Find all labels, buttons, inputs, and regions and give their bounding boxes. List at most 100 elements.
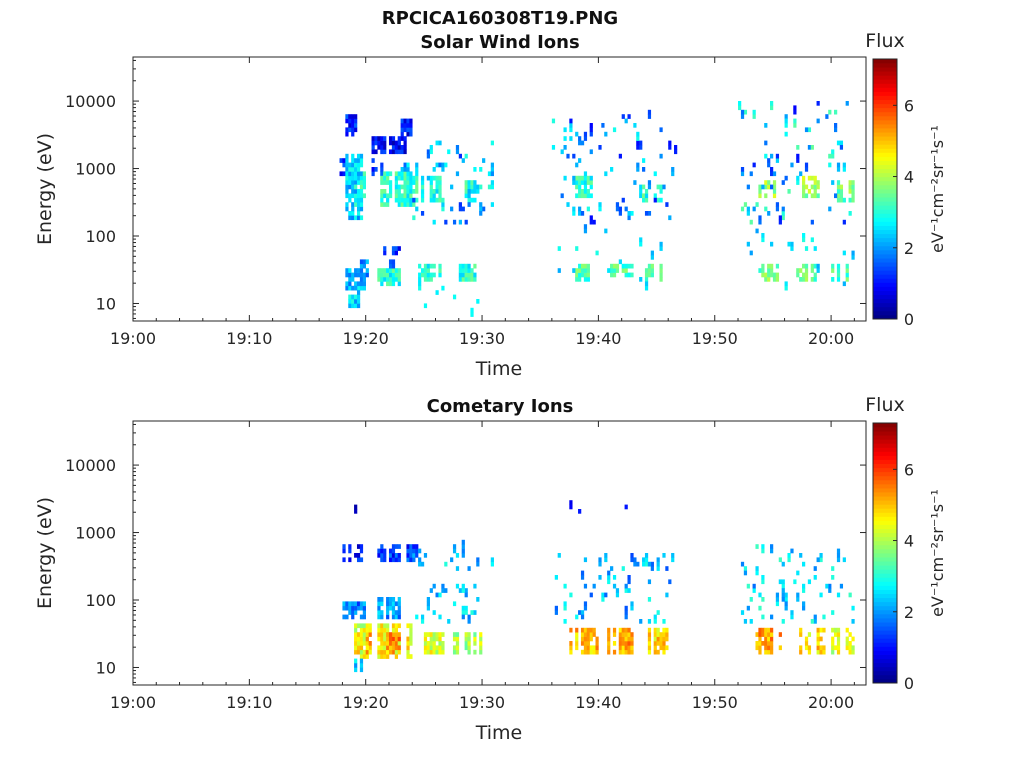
spectrogram-cell (418, 557, 422, 563)
spectrogram-cell (351, 202, 355, 207)
spectrogram-cell (610, 263, 614, 269)
spectrogram-cell (406, 544, 410, 549)
spectrogram-cell (627, 114, 631, 119)
spectrogram-cell (368, 632, 372, 637)
spectrogram-cell (752, 583, 756, 589)
spectrogram-cell (767, 180, 771, 185)
spectrogram-cell (464, 272, 468, 278)
colorbar-band (873, 638, 897, 643)
spectrogram-cell (845, 277, 849, 282)
spectrogram-cell (426, 263, 430, 269)
spectrogram-cell (589, 592, 593, 598)
spectrogram-cell (836, 268, 841, 273)
spectrogram-cell (345, 206, 349, 212)
spectrogram-cell (819, 592, 823, 598)
colorbar-band (873, 650, 897, 655)
spectrogram-cell (580, 636, 585, 642)
colorbar-band (873, 670, 897, 676)
spectrogram-cell (441, 197, 445, 203)
spectrogram-cell (383, 149, 387, 155)
spectrogram-cell (819, 636, 823, 642)
colorbar-band (873, 294, 897, 300)
spectrogram-cell (560, 149, 564, 155)
spectrogram-cell (612, 649, 617, 655)
spectrogram-cell (636, 140, 640, 146)
spectrogram-cell (452, 294, 457, 300)
x-tick-label: 20:00 (808, 693, 854, 712)
spectrogram-cell (804, 127, 809, 133)
spectrogram-cell (438, 175, 442, 181)
spectrogram-cell (467, 649, 471, 655)
y-tick-label: 1000 (75, 524, 116, 543)
spectrogram-cell (461, 277, 465, 282)
spectrogram-cell (583, 645, 588, 651)
spectrogram-cell (394, 277, 398, 282)
spectrogram-cell (659, 268, 663, 273)
spectrogram-cell (388, 189, 393, 194)
spectrogram-cell (479, 636, 483, 642)
spectrogram-cell (354, 184, 358, 190)
spectrogram-cell (348, 215, 352, 221)
spectrogram-cell (601, 597, 605, 602)
spectrogram-cell (354, 281, 358, 287)
spectrogram-cell (429, 197, 433, 203)
colorbar-band (873, 451, 897, 456)
spectrogram-cell (487, 171, 492, 177)
spectrogram-cell (394, 272, 398, 278)
spectrogram-cell (359, 667, 364, 673)
spectrogram-cell (461, 614, 465, 620)
spectrogram-cell (380, 601, 384, 607)
spectrogram-cell (380, 189, 384, 194)
colorbar-band (873, 427, 897, 432)
spectrogram-cell (767, 636, 771, 642)
spectrogram-cell (627, 645, 631, 651)
colorbar-band (873, 443, 897, 448)
spectrogram-cell (775, 601, 780, 607)
spectrogram-cell (403, 193, 407, 199)
spectrogram-cell (810, 145, 814, 150)
spectrogram-cell (380, 145, 384, 150)
spectrogram-cell (444, 162, 448, 168)
spectrogram-cell (383, 641, 387, 646)
spectrogram-cell (438, 592, 442, 598)
spectrogram-cell (589, 636, 593, 642)
spectrogram-cell (799, 277, 803, 282)
spectrogram-cell (749, 219, 753, 225)
spectrogram-cell (432, 263, 436, 269)
spectrogram-cell (656, 641, 660, 646)
spectrogram-cell (656, 627, 660, 633)
spectrogram-cell (429, 184, 433, 190)
spectrogram-cell (589, 645, 593, 651)
spectrogram-cell (435, 649, 439, 655)
spectrogram-cell (813, 575, 817, 580)
spectrogram-cell (354, 118, 358, 124)
spectrogram-cell (345, 272, 349, 278)
spectrogram-cell (429, 641, 433, 646)
spectrogram-cell (647, 645, 652, 651)
spectrogram-cell (356, 180, 361, 185)
spectrogram-cell (813, 614, 817, 620)
spectrogram-cell (391, 548, 396, 554)
spectrogram-cell (618, 206, 622, 212)
spectrogram-cell (482, 206, 486, 212)
spectrogram-cell (470, 610, 474, 615)
spectrogram-cell (580, 272, 585, 278)
colorbar-band (873, 524, 897, 530)
spectrogram-cell (359, 605, 364, 611)
spectrogram-cell (467, 184, 471, 190)
spectrogram-cell (377, 140, 381, 146)
spectrogram-cell (391, 641, 396, 646)
spectrogram-cell (359, 175, 364, 181)
colorbar-band (873, 500, 897, 505)
spectrogram-cell (845, 627, 849, 633)
spectrogram-cell (362, 263, 366, 269)
spectrogram-cell (356, 167, 361, 172)
spectrogram-cell (758, 592, 762, 598)
spectrogram-cell (621, 632, 625, 637)
spectrogram-cell (569, 627, 573, 633)
spectrogram-cell (359, 162, 364, 168)
spectrogram-cell (476, 561, 480, 567)
spectrogram-cell (391, 627, 396, 633)
spectrogram-cell (354, 641, 358, 646)
